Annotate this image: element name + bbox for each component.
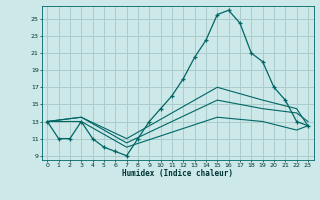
X-axis label: Humidex (Indice chaleur): Humidex (Indice chaleur) [122, 169, 233, 178]
